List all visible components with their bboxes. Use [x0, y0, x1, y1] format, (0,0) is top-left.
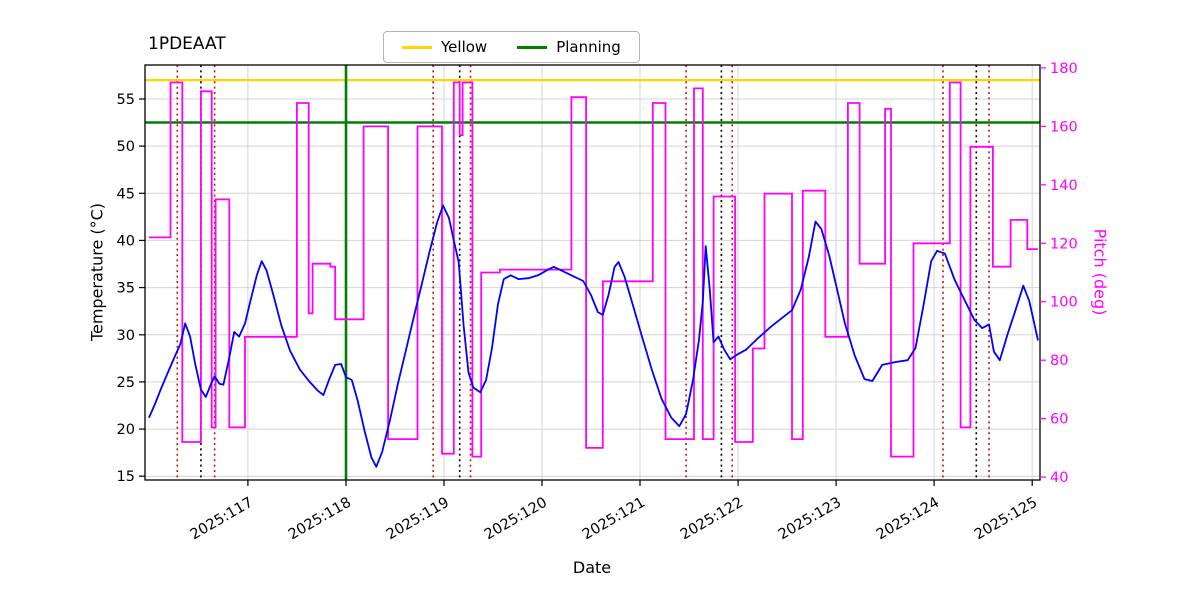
y-axis-label-left: Temperature (°C) [87, 202, 107, 342]
ytick-label-left: 25 [117, 375, 135, 391]
x-axis-label: Date [572, 558, 612, 577]
pitch-line [148, 81, 1038, 458]
ytick-label-right: 60 [1050, 412, 1068, 428]
xtick-label: 2025:125 [972, 495, 1040, 544]
ytick-label-left: 30 [117, 328, 135, 344]
legend: Yellow Planning [383, 31, 640, 63]
ytick-label-right: 140 [1050, 178, 1078, 194]
xtick-label: 2025:122 [678, 495, 746, 544]
temperature-line [148, 204, 1039, 468]
y-axis-label-right: Pitch (deg) [1090, 228, 1110, 316]
xtick-label: 2025:120 [482, 495, 550, 544]
legend-item-yellow: Yellow [402, 38, 487, 56]
ytick-label-left: 20 [117, 422, 135, 438]
xtick-label: 2025:118 [286, 495, 354, 544]
ytick-label-right: 120 [1050, 236, 1078, 252]
xtick-label: 2025:119 [384, 495, 452, 544]
xtick-label: 2025:124 [874, 495, 942, 544]
chart-title: 1PDEAAT [148, 34, 226, 54]
xtick-label: 2025:117 [188, 495, 256, 544]
yellow-line-swatch [402, 45, 432, 49]
ytick-label-left: 15 [117, 469, 135, 485]
planning-line-swatch [517, 45, 548, 49]
legend-label-planning: Planning [556, 38, 621, 56]
xtick-label: 2025:121 [580, 495, 648, 544]
ytick-label-right: 100 [1050, 295, 1078, 311]
ytick-label-right: 160 [1050, 119, 1078, 135]
ytick-label-left: 35 [117, 281, 135, 297]
ytick-label-right: 80 [1050, 353, 1068, 369]
xtick-label: 2025:123 [776, 495, 844, 544]
axes-border [144, 64, 1041, 481]
legend-label-yellow: Yellow [441, 38, 488, 56]
ytick-label-right: 180 [1050, 61, 1078, 77]
legend-item-planning: Planning [517, 38, 621, 56]
ytick-label-left: 45 [117, 186, 135, 202]
ytick-label-left: 55 [117, 92, 135, 108]
ytick-label-left: 50 [117, 139, 135, 155]
ytick-label-left: 40 [117, 233, 135, 249]
ytick-label-right: 40 [1050, 470, 1068, 486]
